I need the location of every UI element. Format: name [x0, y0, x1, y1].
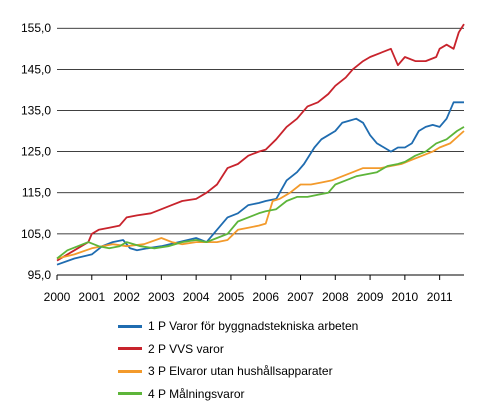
- legend-item: 4 P Målningsvaror: [118, 383, 358, 406]
- y-tick-label: 95,0: [28, 268, 52, 282]
- x-tick-label: 2009: [357, 290, 384, 304]
- x-tick-label: 2011: [427, 290, 453, 304]
- legend-swatch: [118, 369, 142, 373]
- x-axis-ticks: 2000 2001 2002 2003 2004 2005 2006 2007 2008 2009…: [44, 275, 453, 304]
- series-line-4: [56, 126, 465, 260]
- x-tick-label: 2010: [392, 290, 419, 304]
- x-tick-label: 2004: [183, 290, 210, 304]
- y-tick-label: 125,0: [21, 145, 51, 159]
- x-tick-label: 2001: [78, 290, 105, 304]
- series-line-3: [56, 130, 465, 260]
- legend-item: 3 P Elvaror utan hushållsapparater: [118, 360, 358, 383]
- y-tick-label: 105,0: [21, 227, 51, 241]
- y-tick-label: 135,0: [21, 103, 51, 117]
- y-axis-ticks: 95,0 105,0 115,0 125,0 135,0 145,0 155,0: [21, 21, 51, 282]
- x-tick-label: 2002: [113, 290, 140, 304]
- x-tick-label: 2000: [44, 290, 71, 304]
- x-tick-label: 2008: [322, 290, 349, 304]
- x-tick-label: 2006: [252, 290, 279, 304]
- y-tick-label: 155,0: [21, 21, 51, 35]
- series-lines: [56, 23, 465, 266]
- x-tick-label: 2003: [148, 290, 175, 304]
- legend-label: 1 P Varor för byggnadstekniska arbeten: [148, 319, 359, 334]
- legend-label: 4 P Målningsvaror: [148, 386, 245, 401]
- y-tick-label: 145,0: [21, 62, 51, 76]
- x-tick-label: 2007: [287, 290, 314, 304]
- series-line-1: [56, 101, 464, 266]
- legend-label: 3 P Elvaror utan hushållsapparater: [148, 364, 333, 379]
- series-line-2: [56, 23, 465, 262]
- x-tick-label: 2005: [218, 290, 245, 304]
- legend-swatch: [118, 324, 142, 328]
- legend-label: 2 P VVS varor: [148, 341, 224, 356]
- legend-item: 2 P VVS varor: [118, 338, 358, 361]
- y-tick-label: 115,0: [22, 186, 51, 200]
- legend-swatch: [118, 347, 142, 351]
- legend-item: 1 P Varor för byggnadstekniska arbeten: [118, 315, 358, 338]
- legend-swatch: [118, 392, 142, 396]
- legend: 1 P Varor för byggnadstekniska arbeten 2…: [118, 315, 358, 405]
